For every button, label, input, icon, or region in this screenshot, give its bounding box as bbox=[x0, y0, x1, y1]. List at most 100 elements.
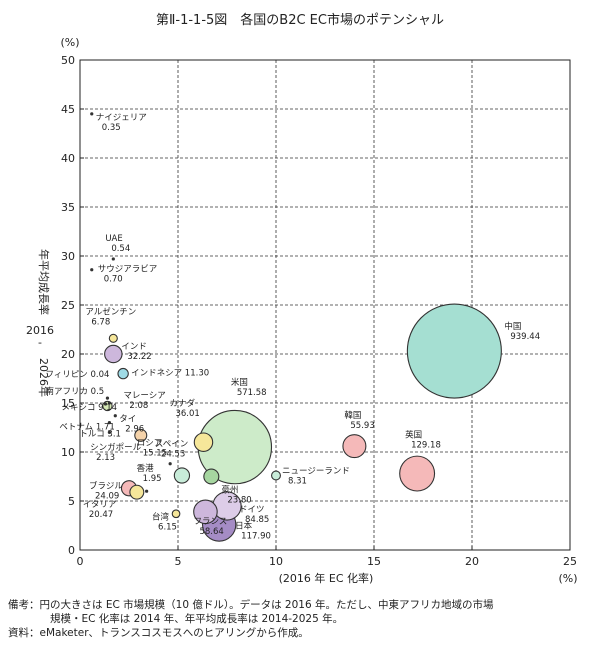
bubble-フィリピン bbox=[105, 396, 110, 400]
x-tick-label: 10 bbox=[269, 555, 283, 568]
y-tick-label: 25 bbox=[61, 299, 75, 312]
point-label-value: 36.01 bbox=[175, 409, 199, 419]
bubble-台湾 bbox=[171, 509, 181, 519]
y-tick-label: 0 bbox=[68, 544, 75, 557]
point-label-name: アルゼンチン bbox=[85, 306, 136, 317]
bubble-ロシア bbox=[134, 428, 148, 442]
x-tick-label: 20 bbox=[465, 555, 479, 568]
bubble-UAE bbox=[111, 257, 115, 261]
point-label-name: サウジアラビア bbox=[98, 265, 158, 275]
point-label-name: ニュージーランド bbox=[282, 467, 350, 477]
bubble-イタリア bbox=[129, 484, 145, 500]
bubble-中国 bbox=[406, 303, 502, 399]
point-label-value: 58.64 bbox=[199, 527, 223, 537]
point-label: トルコ 3.1 bbox=[79, 429, 121, 439]
y-tick-label: 10 bbox=[61, 446, 75, 459]
point-label-name: スペイン bbox=[155, 440, 188, 450]
y-axis-label-line-3: - bbox=[38, 336, 42, 349]
point-label: ベトナム 1.71 bbox=[59, 423, 114, 433]
x-axis-label: (2016 年 EC 化率) bbox=[279, 571, 374, 585]
y-tick-label: 30 bbox=[61, 250, 75, 263]
bubble-豪州 bbox=[203, 468, 220, 485]
x-tick-label: 15 bbox=[367, 555, 381, 568]
point-label-value: 571.58 bbox=[237, 388, 267, 398]
bubble-chart: 0 5 10 15 20 25 30 35 40 45 50 0 5 10 15 20 25 ナイジェリア0.3… bbox=[26, 36, 578, 585]
point-label-name: 韓国 bbox=[344, 410, 361, 421]
point-label-name: UAE bbox=[105, 234, 122, 244]
point-label: インドネシア 11.30 bbox=[131, 369, 209, 379]
point-label-name: ナイジェリア bbox=[96, 113, 147, 123]
point-label-value: 2.13 bbox=[96, 453, 115, 463]
point-label-value: 24.53 bbox=[161, 450, 185, 460]
point-label-name: ドイツ bbox=[239, 505, 265, 515]
bubble-韓国 bbox=[342, 434, 367, 459]
grid-lines bbox=[80, 60, 570, 550]
point-label-name: インド bbox=[121, 342, 147, 352]
y-tick-label: 45 bbox=[61, 103, 75, 116]
bubble-カナダ bbox=[193, 432, 214, 452]
bubble-タイ bbox=[113, 414, 117, 418]
point-label-name: フランス bbox=[193, 517, 227, 527]
y-tick-label: 15 bbox=[61, 397, 75, 410]
point-label-value: 939.44 bbox=[510, 332, 540, 342]
y-tick-label: 40 bbox=[61, 152, 75, 165]
point-label-value: 0.35 bbox=[102, 123, 121, 133]
bubble-トルコ bbox=[107, 430, 111, 434]
x-tick-label: 25 bbox=[563, 555, 577, 568]
point-label-name: マレーシア bbox=[123, 391, 165, 401]
bubble-英国 bbox=[399, 455, 436, 492]
point-label-name: 台湾 bbox=[152, 512, 170, 523]
point-label-name: ロシア bbox=[137, 438, 163, 448]
point-label-name: シンガポール bbox=[90, 442, 142, 453]
x-tick-label: 0 bbox=[77, 555, 84, 568]
axes bbox=[79, 59, 571, 551]
bubble-ナイジェリア bbox=[90, 112, 94, 116]
y-axis-label-line-2: 2016 bbox=[26, 324, 54, 337]
bubbles bbox=[90, 112, 502, 542]
point-label-value: 15.15 bbox=[143, 448, 167, 458]
bubble-アルゼンチン bbox=[108, 333, 118, 343]
point-label-name: 英国 bbox=[405, 430, 422, 441]
point-label-name: イタリア bbox=[83, 500, 117, 510]
x-unit-label: (%) bbox=[558, 572, 577, 585]
bubble-フランス bbox=[193, 499, 218, 525]
point-label-value: 0.54 bbox=[111, 244, 130, 254]
point-label-value: 32.22 bbox=[127, 352, 151, 362]
note-line-2: 規模・EC 化率は 2014 年、年平均成長率は 2014-2025 年。 bbox=[50, 613, 344, 625]
y-axis-label-line-4: 2026年 bbox=[37, 358, 51, 397]
point-label-name: 豪州 bbox=[221, 485, 238, 496]
bubble-サウジアラビア bbox=[90, 268, 94, 272]
point-label-value: 55.93 bbox=[350, 421, 374, 431]
point-label-name: ブラジル bbox=[89, 480, 123, 491]
y-tick-label: 20 bbox=[61, 348, 75, 361]
y-tick-label: 50 bbox=[61, 54, 75, 67]
point-label-name: 香港 bbox=[137, 463, 155, 474]
point-label-name: 米国 bbox=[231, 377, 248, 388]
point-label-value: 8.31 bbox=[288, 477, 307, 487]
note-line-1: 備考：円の大きさは EC 市場規模（10 億ドル）。データは 2016 年。ただ… bbox=[8, 599, 494, 611]
bubble-シンガポール bbox=[168, 462, 172, 466]
point-label-value: 23.80 bbox=[227, 496, 251, 506]
point-label-value: 20.47 bbox=[89, 510, 113, 520]
bubble-スペイン bbox=[173, 467, 191, 484]
point-label-value: 6.15 bbox=[158, 523, 177, 533]
point-label-name: カナダ bbox=[169, 398, 195, 409]
y-axis-label-line-1: 年平均成長率 bbox=[37, 249, 51, 315]
bubble-南アフリカ bbox=[103, 402, 108, 406]
bubble-ベトナム bbox=[107, 421, 111, 425]
y-unit-label: (%) bbox=[60, 36, 79, 49]
note-line-3: 資料：eMaketer、トランスコスモスへのヒアリングから作成。 bbox=[8, 627, 309, 639]
point-label-value: 117.90 bbox=[241, 532, 271, 542]
tick-labels: 0 5 10 15 20 25 30 35 40 45 50 0 5 10 15 20 25 bbox=[61, 54, 577, 568]
x-tick-label: 5 bbox=[175, 555, 182, 568]
chart-title: 第Ⅱ-1-1-5図 各国のB2C EC市場のポテンシャル bbox=[156, 13, 444, 28]
bubble-ニュージーランド bbox=[271, 470, 281, 481]
point-label-value: 2.96 bbox=[125, 425, 144, 435]
point-label-value: 24.09 bbox=[95, 491, 119, 501]
point-label-name: 中国 bbox=[504, 321, 521, 332]
point-label-name: タイ bbox=[119, 415, 136, 425]
point-label-name: 日本 bbox=[235, 521, 253, 532]
y-axis-label: 年平均成長率 2016 - 2026年 bbox=[26, 249, 54, 397]
point-label-value: 2.08 bbox=[129, 401, 148, 411]
